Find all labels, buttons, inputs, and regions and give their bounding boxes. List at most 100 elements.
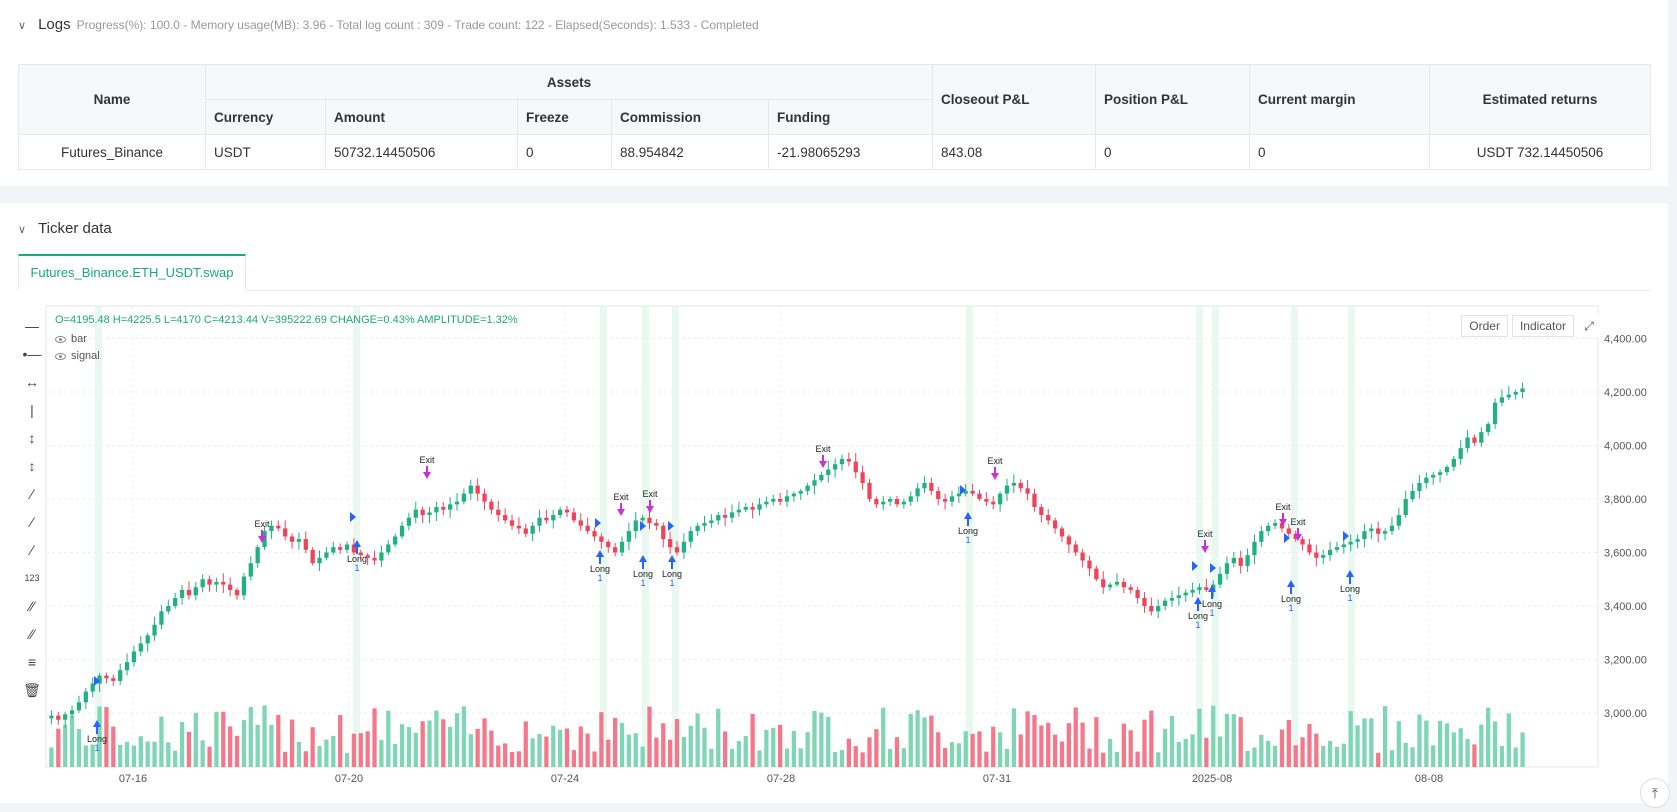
volume-bar	[1169, 715, 1175, 767]
col-margin: Current margin	[1249, 64, 1430, 135]
volume-bar	[1025, 711, 1030, 767]
candle-body	[1382, 531, 1388, 534]
volume-bar	[1135, 751, 1140, 767]
fib-retracement-icon[interactable]: ≡	[27, 654, 37, 670]
cell-returns: USDT 732.14450506	[1429, 134, 1651, 170]
candle-body	[1204, 587, 1209, 590]
volume-bar	[537, 734, 542, 767]
ray-icon[interactable]: •—	[22, 346, 42, 362]
eye-icon[interactable]	[55, 335, 66, 343]
volume-bar	[482, 718, 487, 767]
candle-body	[372, 557, 377, 561]
candle-body	[207, 579, 212, 585]
volume-bar	[351, 733, 357, 767]
volume-bar	[365, 731, 370, 767]
candle-body	[991, 501, 996, 505]
long-label: Long	[87, 734, 107, 744]
candle-body	[1458, 448, 1463, 459]
trash-icon[interactable]: 🗑	[23, 681, 41, 698]
candle-body	[1513, 392, 1518, 395]
volume-bar	[1039, 725, 1044, 767]
candle-body	[674, 547, 680, 553]
volume-bar	[901, 748, 906, 767]
candle-body	[722, 515, 728, 518]
entry-flag	[1192, 561, 1198, 571]
volume-bar	[344, 752, 350, 767]
segment-icon[interactable]: ↔	[25, 374, 39, 390]
volume-bar	[736, 741, 742, 767]
volume-bar	[558, 729, 563, 767]
candle-body	[461, 493, 467, 502]
logs-header[interactable]: ∨ Logs Progress(%): 100.0 - Memory usage…	[18, 16, 759, 33]
candle-body	[489, 501, 494, 510]
indicator-button[interactable]: Indicator	[1511, 315, 1574, 337]
candle-body	[613, 547, 618, 553]
col-returns: Estimated returns	[1429, 64, 1651, 135]
candle-body	[1094, 568, 1099, 580]
fullscreen-icon[interactable]: ⤢	[1578, 315, 1600, 337]
volume-bar	[1396, 721, 1401, 767]
candle-body	[860, 472, 865, 483]
volume-bar	[867, 737, 872, 767]
exit-arrow	[1201, 540, 1209, 553]
volume-bar	[647, 706, 652, 767]
volume-bar	[56, 728, 61, 767]
candle-body	[1321, 555, 1326, 558]
candle-body	[1197, 587, 1202, 590]
ticker-tab-row: Futures_Binance.ETH_USDT.swap	[18, 254, 1650, 291]
volume-bar	[1451, 732, 1456, 767]
volume-bar	[750, 713, 755, 767]
candle-body	[1011, 482, 1016, 486]
candle-body	[1396, 515, 1401, 526]
candle-body	[633, 520, 638, 532]
vertical-segment-icon[interactable]: ↕	[28, 458, 36, 474]
vertical-line-icon[interactable]: |	[30, 402, 34, 418]
volume-bar	[839, 749, 845, 767]
volume-bar	[248, 707, 253, 767]
extended-line-icon[interactable]: ∕	[30, 542, 34, 558]
volume-bar	[1293, 745, 1298, 767]
eye-icon[interactable]	[55, 352, 66, 360]
volume-bar	[805, 732, 810, 767]
signal-band	[672, 306, 679, 767]
volume-bar	[571, 750, 577, 767]
price-label-icon[interactable]: 123	[24, 573, 40, 583]
chevron-down-icon[interactable]: ∨	[18, 20, 27, 32]
legend-signal[interactable]: signal	[55, 350, 100, 362]
horizontal-line-icon[interactable]: —	[25, 318, 39, 334]
volume-bar	[1286, 720, 1291, 767]
candle-body	[221, 581, 226, 585]
order-button[interactable]: Order	[1461, 315, 1508, 337]
candle-body	[152, 624, 157, 636]
long-qty-label: 1	[597, 573, 602, 583]
candle-body	[324, 552, 329, 558]
parallel-channel-icon[interactable]: ⁄⁄	[29, 598, 35, 614]
candle-body	[997, 493, 1003, 505]
trend-ray-icon[interactable]: ∕	[30, 514, 34, 530]
vertical-ray-icon[interactable]: ↕	[28, 430, 36, 446]
volume-bar	[1217, 736, 1223, 767]
tab-eth-usdt-swap[interactable]: Futures_Binance.ETH_USDT.swap	[18, 254, 246, 291]
candle-body	[1506, 394, 1511, 398]
scroll-top-button[interactable]: ⤒	[1640, 778, 1670, 808]
candle-body	[1424, 477, 1429, 483]
candle-body	[1437, 472, 1443, 475]
fib-channel-icon[interactable]: ⁄⁄	[29, 626, 35, 642]
candle-body	[812, 480, 817, 486]
legend-bar[interactable]: bar	[55, 333, 87, 345]
volume-bar	[874, 729, 879, 767]
candle-body	[1162, 600, 1168, 606]
y-tick-label: 4,200.00	[1604, 387, 1647, 399]
volume-bar	[1245, 750, 1250, 767]
trend-line-icon[interactable]: ∕	[30, 486, 34, 502]
signal-band	[353, 306, 360, 767]
long-qty-label: 1	[965, 535, 970, 545]
volume-bar	[1183, 738, 1188, 767]
ticker-header[interactable]: ∨ Ticker data	[18, 220, 112, 237]
exit-label: Exit	[1197, 529, 1213, 539]
volume-bar	[619, 722, 625, 767]
cell-amount: 50732.14450506	[325, 134, 518, 170]
candle-body	[1176, 595, 1181, 598]
chevron-down-icon[interactable]: ∨	[18, 224, 27, 236]
